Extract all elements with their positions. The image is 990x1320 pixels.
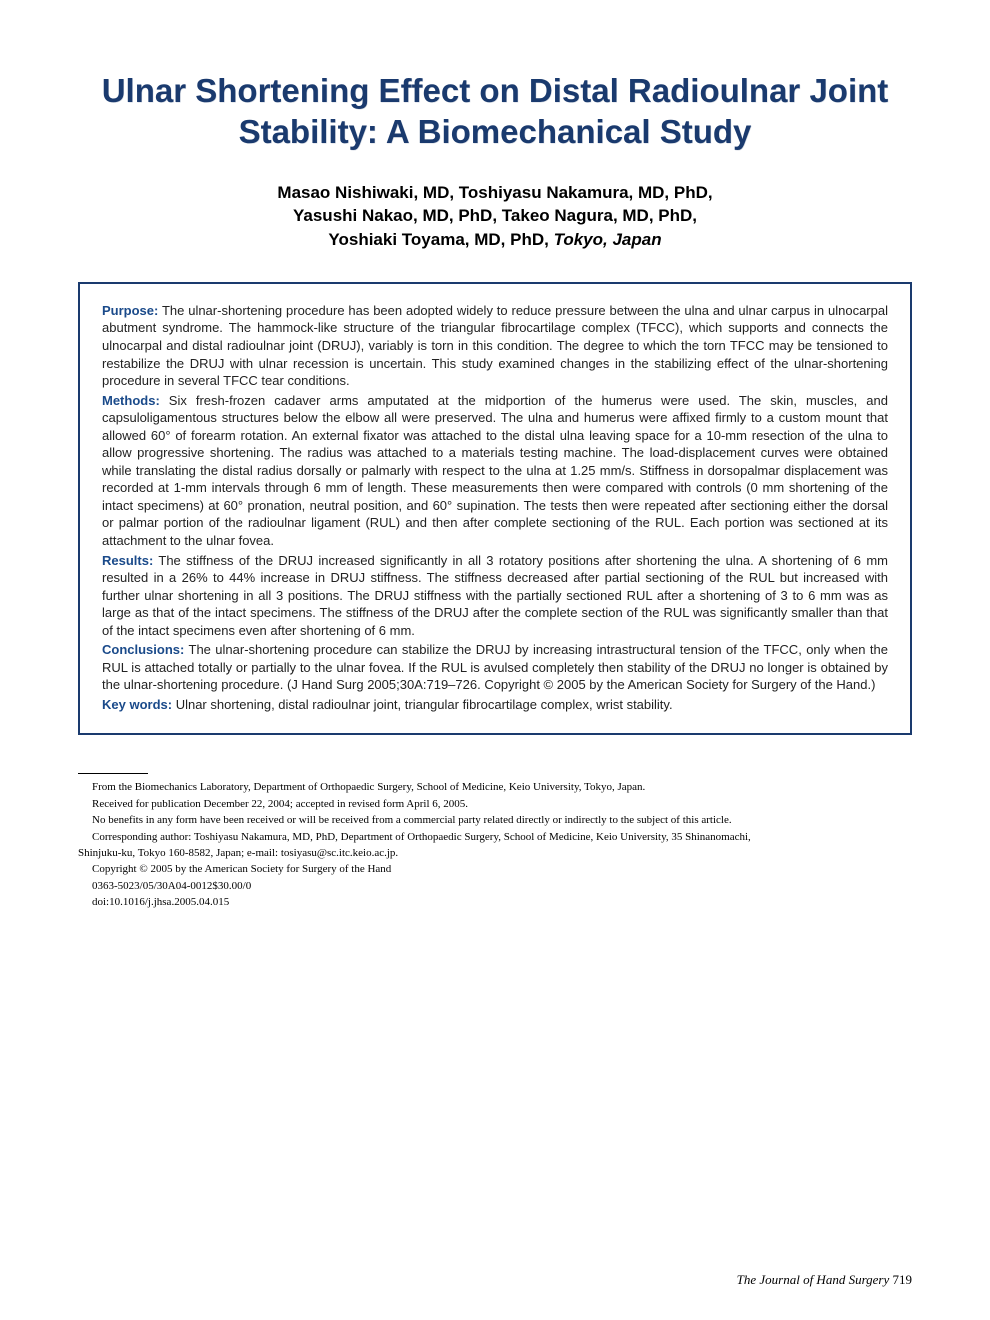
authors-block: Masao Nishiwaki, MD, Toshiyasu Nakamura,… <box>78 181 912 252</box>
results-label: Results: <box>102 553 153 568</box>
keywords-label: Key words: <box>102 697 172 712</box>
footer-divider <box>78 773 148 774</box>
article-footer: From the Biomechanics Laboratory, Depart… <box>78 780 912 910</box>
purpose-text: The ulnar-shortening procedure has been … <box>102 303 888 388</box>
footer-doi: doi:10.1016/j.jhsa.2005.04.015 <box>78 895 912 910</box>
footer-from: From the Biomechanics Laboratory, Depart… <box>78 780 912 795</box>
conclusions-text: The ulnar-shortening procedure can stabi… <box>102 642 888 692</box>
footer-code: 0363-5023/05/30A04-0012$30.00/0 <box>78 879 912 894</box>
authors-location: Tokyo, Japan <box>554 230 662 249</box>
footer-received: Received for publication December 22, 20… <box>78 797 912 812</box>
authors-line-2: Yasushi Nakao, MD, PhD, Takeo Nagura, MD… <box>78 204 912 228</box>
page-footer: The Journal of Hand Surgery 719 <box>737 1272 912 1288</box>
abstract-keywords: Key words: Ulnar shortening, distal radi… <box>102 696 888 714</box>
methods-text: Six fresh-frozen cadaver arms amputated … <box>102 393 888 548</box>
authors-line-3: Yoshiaki Toyama, MD, PhD, Tokyo, Japan <box>78 228 912 252</box>
abstract-box: Purpose: The ulnar-shortening procedure … <box>78 282 912 736</box>
footer-benefits: No benefits in any form have been receiv… <box>78 813 912 828</box>
page-number: 719 <box>889 1272 912 1287</box>
footer-corresponding-2: Shinjuku-ku, Tokyo 160-8582, Japan; e-ma… <box>78 846 912 861</box>
abstract-conclusions: Conclusions: The ulnar-shortening proced… <box>102 641 888 694</box>
keywords-text: Ulnar shortening, distal radioulnar join… <box>172 697 672 712</box>
footer-corresponding-1: Corresponding author: Toshiyasu Nakamura… <box>78 830 912 845</box>
methods-label: Methods: <box>102 393 160 408</box>
abstract-results: Results: The stiffness of the DRUJ incre… <box>102 552 888 640</box>
purpose-label: Purpose: <box>102 303 158 318</box>
results-text: The stiffness of the DRUJ increased sign… <box>102 553 888 638</box>
article-title: Ulnar Shortening Effect on Distal Radiou… <box>78 70 912 153</box>
conclusions-label: Conclusions: <box>102 642 184 657</box>
footer-copyright: Copyright © 2005 by the American Society… <box>78 862 912 877</box>
abstract-methods: Methods: Six fresh-frozen cadaver arms a… <box>102 392 888 550</box>
authors-line-3-names: Yoshiaki Toyama, MD, PhD, <box>328 230 553 249</box>
abstract-purpose: Purpose: The ulnar-shortening procedure … <box>102 302 888 390</box>
authors-line-1: Masao Nishiwaki, MD, Toshiyasu Nakamura,… <box>78 181 912 205</box>
journal-name: The Journal of Hand Surgery <box>737 1272 890 1287</box>
